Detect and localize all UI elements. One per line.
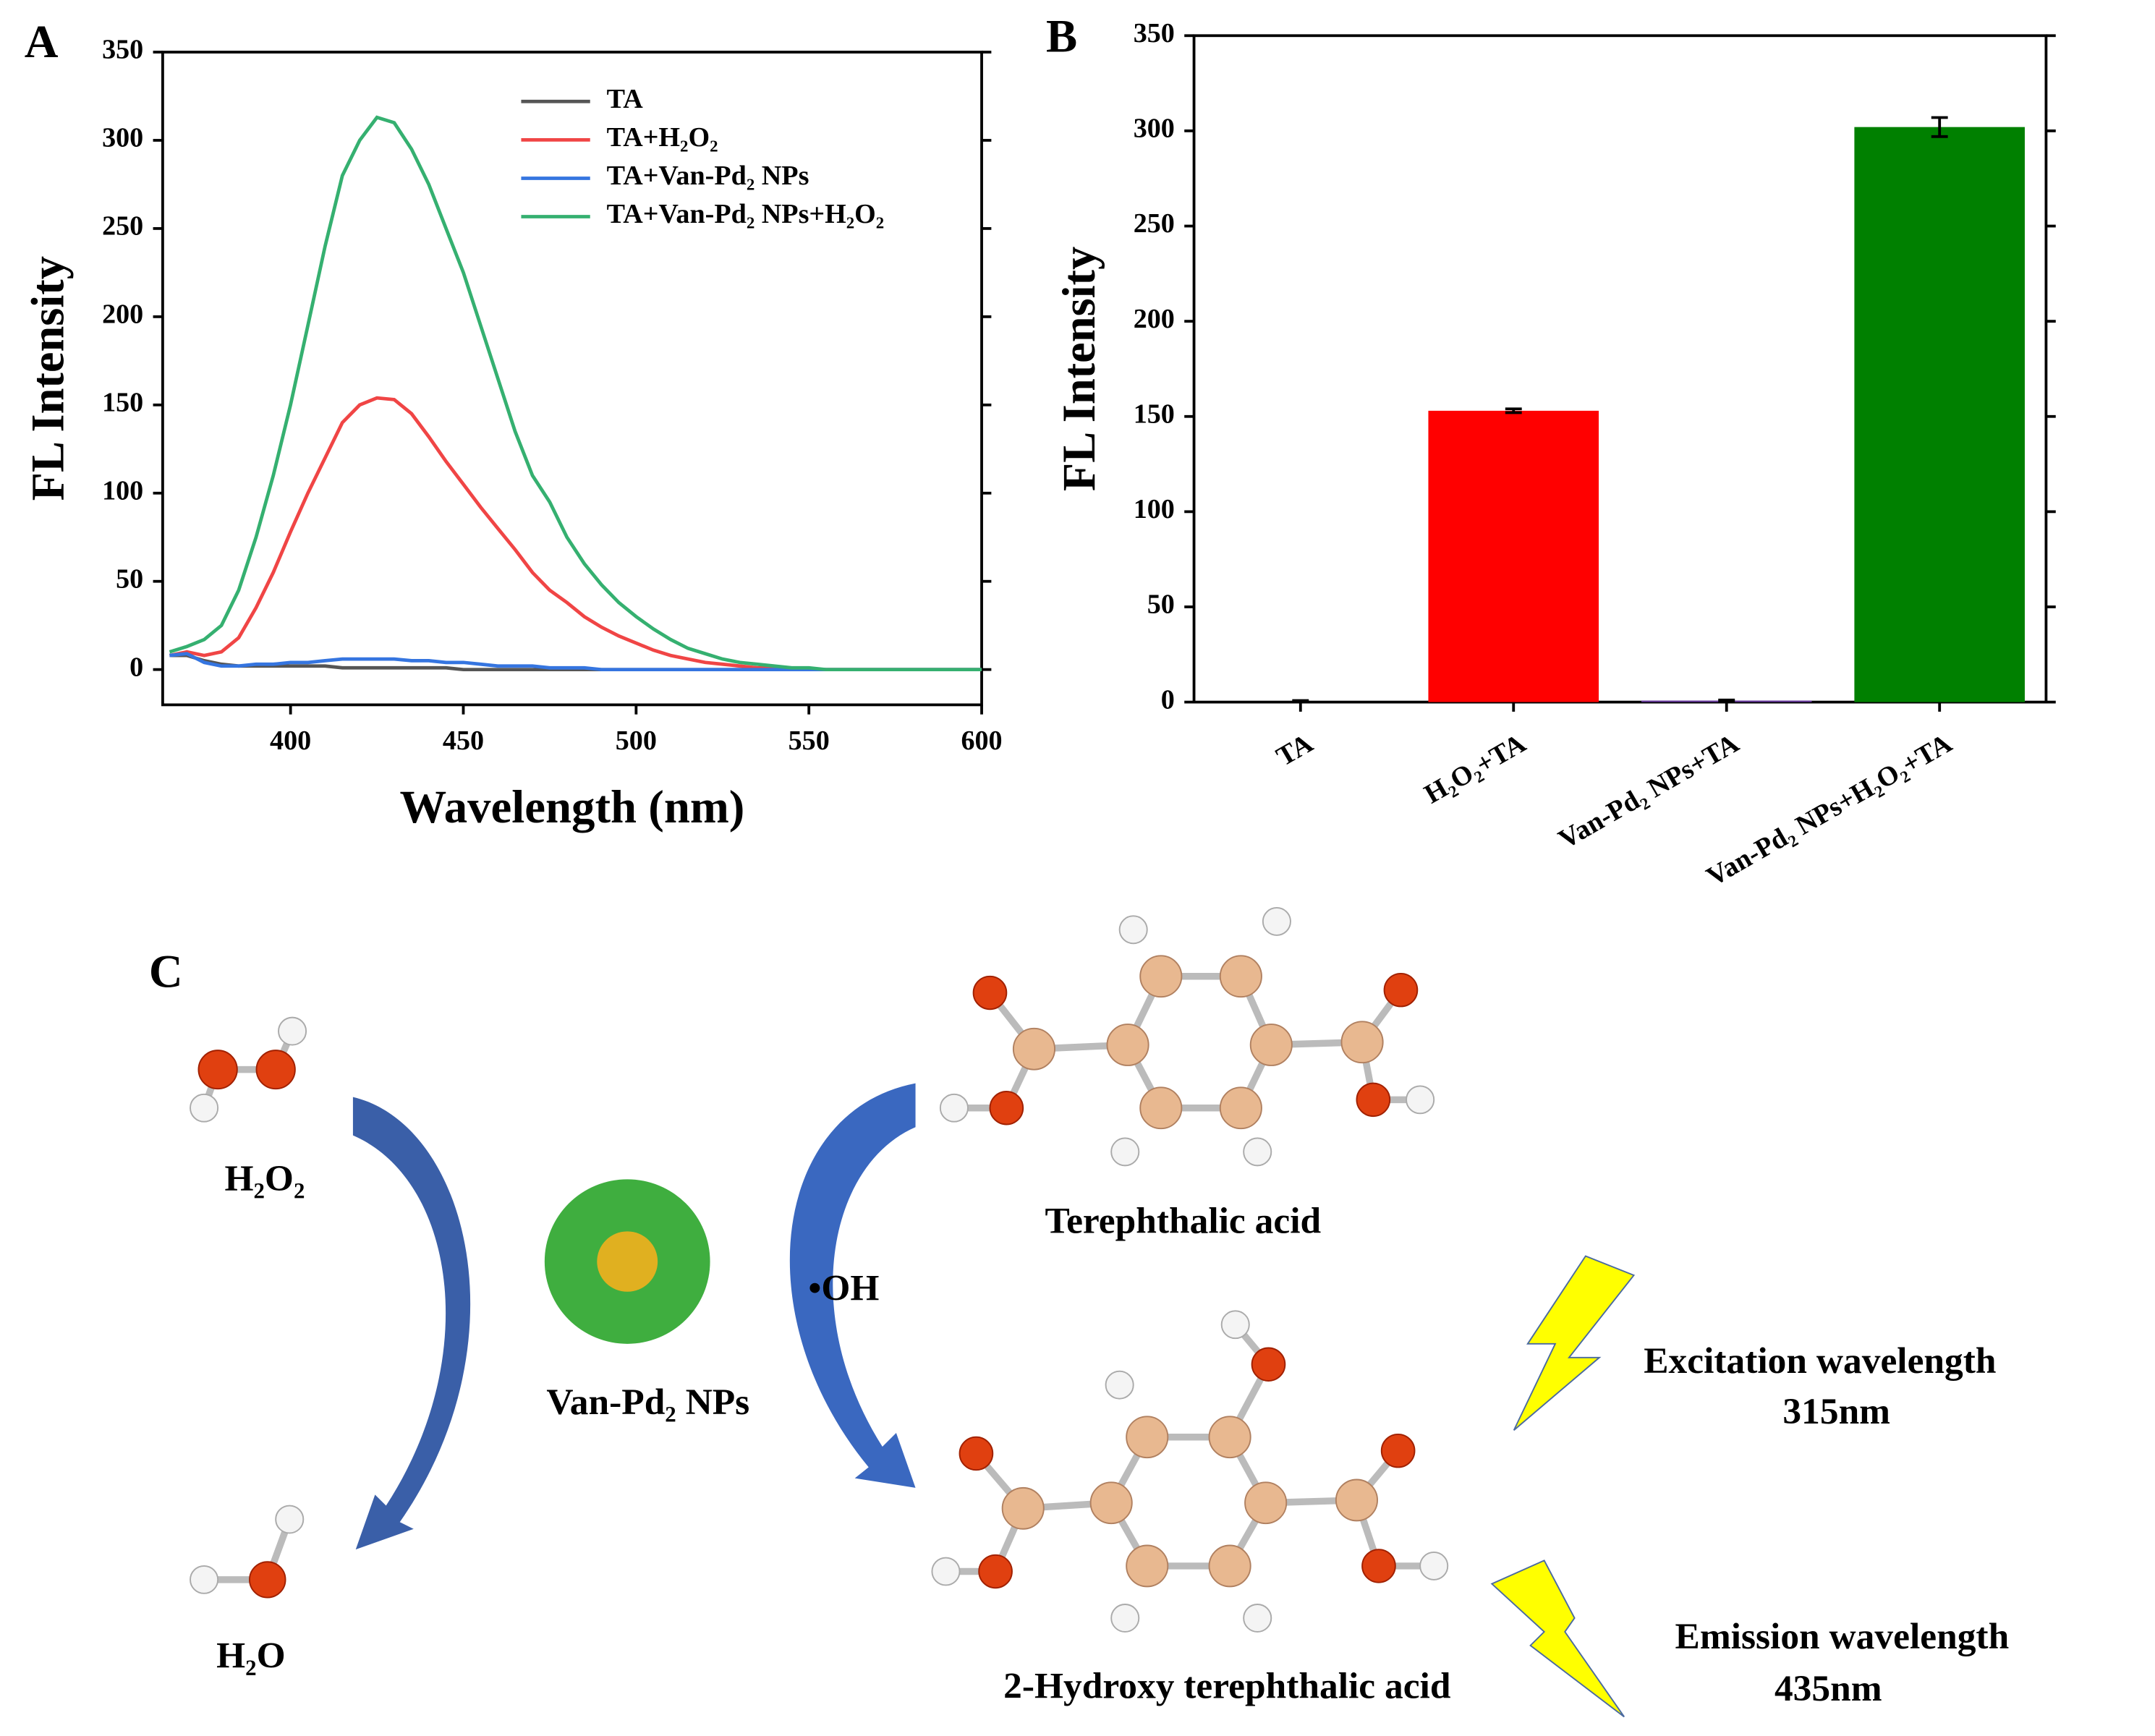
y-tick-label: 150 — [1134, 399, 1175, 430]
panel-label: A — [25, 15, 59, 67]
legend-label: TA+Van-Pd₂ NPs — [607, 161, 809, 191]
bar — [1428, 410, 1599, 702]
x-tick-label: TA — [1271, 728, 1318, 772]
x-axis-label: Wavelength (nm) — [400, 780, 745, 833]
y-tick-label: 150 — [102, 388, 143, 418]
legend-label: TA+Van-Pd₂ NPs+H₂O₂ — [607, 199, 885, 229]
hydroxy-molecule — [931, 1310, 1449, 1633]
excitation-value: 315nm — [1782, 1391, 1890, 1432]
panel-label: C — [149, 945, 183, 997]
x-tick-label: 450 — [443, 726, 484, 756]
legend-label: TA+H₂O₂ — [607, 122, 718, 153]
y-tick-label: 200 — [102, 299, 143, 330]
terephthalic-molecule — [939, 907, 1435, 1167]
line-series — [169, 115, 982, 672]
y-tick-label: 300 — [102, 123, 143, 153]
y-tick-label: 100 — [102, 476, 143, 506]
y-tick-label: 300 — [1134, 114, 1175, 144]
y-tick-label: 0 — [129, 652, 143, 682]
y-axis-label: FL Intensity — [21, 256, 73, 501]
emission-value: 435nm — [1774, 1668, 1882, 1709]
y-tick-label: 100 — [1134, 494, 1175, 524]
y-tick-label: 50 — [1147, 590, 1175, 620]
y-tick-label: 250 — [102, 211, 143, 242]
emission-label: Emission wavelength — [1675, 1616, 2010, 1657]
y-tick-label: 200 — [1134, 304, 1175, 334]
radical-label: •OH — [808, 1268, 879, 1309]
line-series — [169, 396, 982, 672]
lightning — [1490, 1560, 1625, 1718]
x-tick-label: 600 — [961, 726, 1002, 756]
panel-label: B — [1046, 10, 1077, 62]
arrow — [352, 1097, 471, 1550]
y-tick-label: 0 — [1161, 684, 1175, 715]
x-tick-label: 400 — [270, 726, 311, 756]
product-label: 2-Hydroxy terephthalic acid — [1003, 1665, 1450, 1706]
reactant-label: Terephthalic acid — [1045, 1201, 1321, 1242]
h2o-label: H₂O — [216, 1635, 285, 1677]
arrow — [789, 1083, 916, 1488]
h2o2-label: H₂O₂ — [224, 1158, 305, 1199]
bar — [1854, 127, 2025, 702]
y-tick-label: 250 — [1134, 208, 1175, 239]
x-tick-label: Van-Pd₂ NPs+TA — [1553, 728, 1744, 855]
scheme: C H₂O₂ H₂O Van-Pd₂ NPs •OH Terephthalic … — [149, 907, 2010, 1718]
nanoparticle-core — [597, 1231, 658, 1292]
legend-label: TA — [607, 84, 644, 114]
y-tick-label: 350 — [102, 35, 143, 65]
h2o2-molecule — [190, 1016, 307, 1123]
y-axis-label: FL Intensity — [1053, 247, 1105, 491]
h2o-molecule — [190, 1505, 305, 1599]
y-tick-label: 50 — [116, 563, 143, 594]
lightning — [1513, 1255, 1636, 1431]
y-tick-label: 350 — [1134, 18, 1175, 48]
catalyst-label: Van-Pd₂ NPs — [546, 1382, 749, 1423]
plot-frame — [161, 51, 983, 707]
x-tick-label: H₂O₂+TA — [1419, 728, 1531, 809]
excitation-label: Excitation wavelength — [1644, 1340, 1996, 1382]
x-tick-label: 550 — [789, 726, 830, 756]
x-tick-label: 500 — [616, 726, 657, 756]
plot-frame — [1192, 34, 2048, 704]
